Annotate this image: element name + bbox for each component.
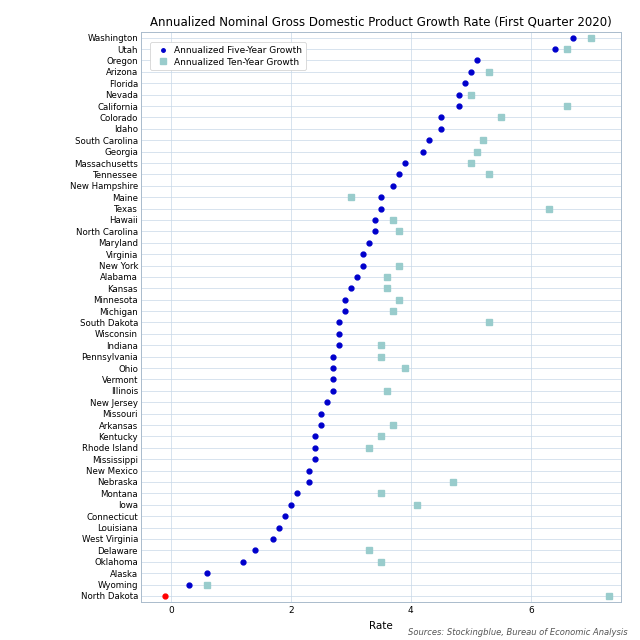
Text: Sources: Stockingblue, Bureau of Economic Analysis: Sources: Stockingblue, Bureau of Economi… xyxy=(408,628,627,637)
Legend: Annualized Five-Year Growth, Annualized Ten-Year Growth: Annualized Five-Year Growth, Annualized … xyxy=(150,42,306,70)
Title: Annualized Nominal Gross Domestic Product Growth Rate (First Quarter 2020): Annualized Nominal Gross Domestic Produc… xyxy=(150,15,612,28)
X-axis label: Rate: Rate xyxy=(369,621,393,631)
